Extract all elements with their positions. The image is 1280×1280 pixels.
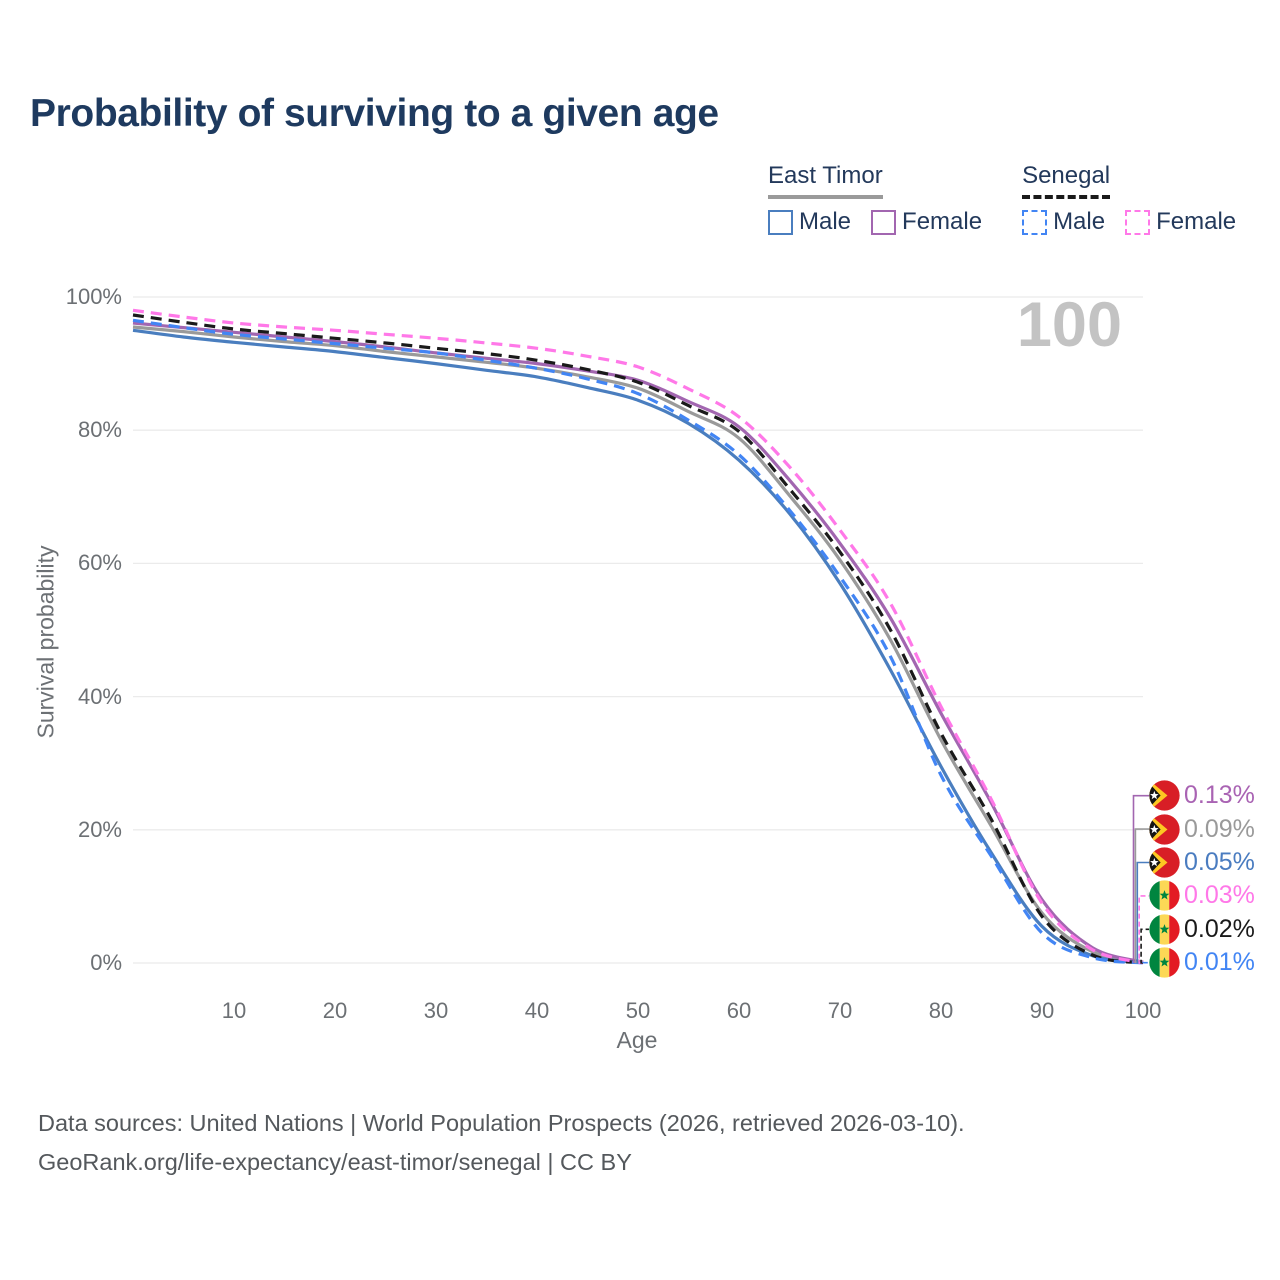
series-end-labels: 0.13% 0.09% 0.05% 0.03% 0.02% 0.01% [1149,779,1255,979]
senegal-flag-icon [1149,947,1180,978]
line-senegal-female[interactable] [132,308,1144,965]
data-source-text: Data sources: United Nations | World Pop… [38,1110,965,1136]
x-axis-tick-label: 60 [726,998,752,1023]
age-counter-watermark: 100 [1016,290,1122,360]
x-axis-tick-label: 30 [423,998,449,1023]
legend-item-senegal-female[interactable]: Female [1125,208,1236,236]
line-senegal-male[interactable] [132,318,1144,965]
legend-group-east-timor: East Timor Male Female [768,162,982,236]
line-east-timor-both-sexes[interactable] [132,325,1144,964]
end-label-east-timor-female[interactable]: 0.13% [1149,779,1255,812]
senegal-male-swatch-icon [1022,209,1048,235]
line-east-timor-male[interactable] [132,328,1144,965]
attribution-footer: Data sources: United Nations | World Pop… [38,1104,965,1182]
senegal-female-swatch-icon [1125,209,1151,235]
legend-item-label: Female [902,208,983,235]
legend-item-senegal-male[interactable]: Male [1022,208,1105,236]
y-axis-tick-label: 40% [77,683,122,709]
senegal-flag-icon [1149,880,1180,912]
legend: East Timor Male Female Senegal Male Fema… [768,162,1236,236]
east-timor-male-swatch-icon [768,209,793,235]
legend-header-east-timor[interactable]: East Timor [768,162,883,199]
x-axis-tick-label: 20 [322,998,348,1023]
x-axis-tick-label: 40 [524,998,550,1023]
y-axis-tick-label: 60% [77,550,122,576]
legend-item-label: Female [1156,208,1237,235]
line-senegal-both-sexes[interactable] [132,313,1144,965]
x-axis-label: Age [616,1027,658,1053]
legend-header-senegal[interactable]: Senegal [1022,162,1111,199]
y-axis-tick-label: 100% [65,284,122,309]
x-axis-tick-label: 100 [1124,998,1162,1023]
east-timor-flag-icon [1149,847,1180,878]
y-axis-tick-label: 20% [77,816,122,842]
senegal-flag-icon [1149,914,1180,945]
end-label-senegal-both[interactable]: 0.02% [1149,913,1255,946]
east-timor-flag-icon [1149,813,1180,845]
end-label-value: 0.03% [1184,881,1255,910]
end-label-east-timor-male[interactable]: 0.05% [1149,846,1255,879]
east-timor-female-swatch-icon [871,209,897,235]
x-axis-tick-label: 50 [625,998,651,1023]
x-axis-tick-label: 70 [827,998,853,1023]
legend-item-label: Male [1053,208,1106,235]
end-label-value: 0.09% [1184,814,1255,843]
page-title: Probability of surviving to a given age [30,92,719,135]
legend-item-east-timor-female[interactable]: Female [871,208,982,236]
end-label-connector [1140,928,1149,964]
x-axis-tick-label: 80 [928,998,954,1023]
y-axis-tick-label: 0% [90,950,122,975]
legend-item-label: Male [799,208,852,235]
east-timor-flag-icon [1149,780,1180,811]
end-label-value: 0.02% [1184,914,1255,943]
x-axis-tick-label: 90 [1029,998,1055,1023]
end-label-value: 0.05% [1184,847,1255,876]
y-axis-tick-label: 80% [77,417,122,443]
source-url-text: GeoRank.org/life-expectancy/east-timor/s… [38,1149,632,1175]
x-axis-tick-label: 10 [221,998,247,1023]
end-label-value: 0.01% [1184,948,1255,977]
legend-group-senegal: Senegal Male Female [1022,162,1236,236]
end-label-east-timor-both[interactable]: 0.09% [1149,812,1255,845]
line-east-timor-female[interactable] [132,321,1144,964]
end-label-senegal-male[interactable]: 0.01% [1149,946,1255,979]
end-label-senegal-female[interactable]: 0.03% [1149,879,1255,912]
legend-item-east-timor-male[interactable]: Male [768,208,851,236]
end-label-value: 0.13% [1184,781,1255,810]
